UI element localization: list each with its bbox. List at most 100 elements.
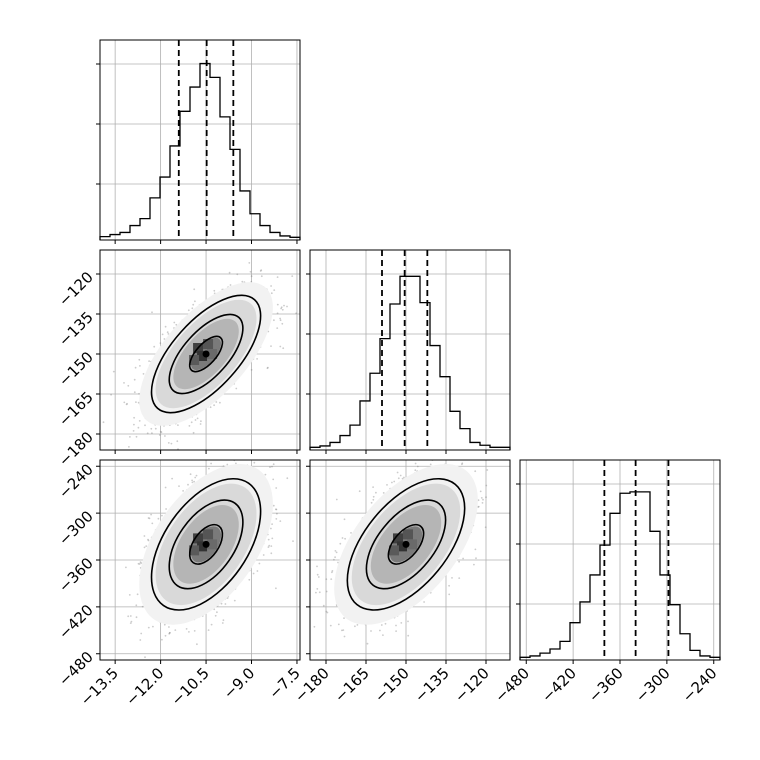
sample-point	[148, 360, 151, 362]
sample-point	[151, 311, 153, 314]
sample-point	[148, 517, 151, 520]
sample-point	[152, 625, 154, 628]
sample-point	[160, 431, 163, 434]
sample-point	[341, 537, 344, 539]
histogram-panel-1	[306, 249, 511, 454]
sample-point	[283, 304, 285, 307]
sample-point	[137, 401, 140, 404]
sample-point	[136, 593, 139, 596]
sample-point	[194, 300, 196, 303]
sample-point	[275, 587, 277, 590]
sample-point	[256, 358, 258, 360]
density-block	[203, 339, 214, 349]
sample-point	[199, 423, 202, 425]
sample-point	[110, 393, 112, 396]
sample-point	[138, 358, 141, 361]
scatter-content	[313, 431, 510, 645]
sample-point	[270, 552, 273, 555]
sample-point	[188, 631, 190, 633]
sample-point	[123, 382, 125, 384]
grid-lines	[310, 250, 510, 450]
sample-point	[168, 632, 171, 634]
sample-point	[164, 634, 167, 637]
sample-point	[276, 312, 279, 315]
sample-point	[154, 427, 157, 430]
sample-point	[330, 578, 333, 580]
sample-point	[440, 431, 442, 433]
sample-point	[331, 571, 333, 574]
sample-point	[215, 436, 217, 438]
sample-point	[140, 632, 143, 635]
sample-point	[128, 594, 131, 596]
sample-point	[224, 603, 227, 605]
panel-frame	[309, 249, 511, 451]
sample-point	[286, 305, 288, 308]
sample-point	[235, 462, 237, 465]
sample-point	[182, 490, 185, 492]
histogram-step-line	[99, 62, 301, 240]
sample-point	[161, 638, 163, 641]
sample-point	[276, 512, 278, 515]
sample-point	[280, 307, 282, 310]
sample-point	[192, 431, 195, 434]
sample-point	[210, 462, 213, 465]
sample-point	[141, 605, 144, 608]
contour-line-2	[188, 523, 224, 565]
sample-point	[267, 538, 270, 541]
sample-point	[227, 453, 229, 455]
grid-lines	[520, 460, 720, 660]
sample-point	[132, 430, 135, 432]
sample-point	[167, 442, 170, 444]
scatter-panel-0-2	[96, 436, 301, 664]
sample-point	[222, 619, 225, 622]
sample-point	[130, 620, 133, 623]
sample-point	[168, 632, 171, 635]
sample-point	[216, 611, 218, 614]
sample-point	[145, 545, 148, 547]
sample-point	[253, 461, 256, 464]
sample-point	[209, 406, 212, 409]
sample-point	[248, 262, 251, 264]
sample-point	[267, 366, 269, 369]
sample-point	[403, 476, 405, 479]
sample-point	[161, 333, 164, 336]
contour-line-0	[150, 477, 262, 611]
sample-point	[267, 546, 270, 548]
sample-point	[164, 486, 167, 489]
sample-point	[147, 539, 150, 542]
density-block	[207, 539, 218, 550]
sample-point	[125, 403, 128, 406]
sample-point	[194, 419, 197, 421]
sample-point	[144, 424, 146, 427]
sample-point	[281, 322, 284, 325]
sample-point	[271, 537, 274, 540]
sample-point	[174, 629, 177, 631]
sample-point	[208, 467, 210, 470]
sample-point	[270, 345, 272, 347]
sample-point	[248, 578, 251, 581]
sample-point	[158, 434, 161, 436]
sample-point	[143, 535, 146, 537]
contour-line-1	[168, 313, 244, 395]
sample-point	[316, 573, 319, 576]
sample-point	[460, 452, 462, 454]
sample-point	[135, 616, 138, 619]
sample-point	[125, 566, 127, 569]
sample-point	[196, 417, 199, 420]
density-block	[189, 545, 200, 556]
sample-point	[272, 504, 275, 507]
sample-point	[170, 442, 173, 445]
sample-point	[153, 345, 156, 348]
sample-point	[279, 317, 281, 320]
sample-point	[190, 421, 193, 424]
sample-point	[191, 479, 194, 482]
sample-point	[220, 602, 223, 605]
sample-point	[144, 656, 146, 659]
sample-point	[485, 496, 487, 499]
sample-point	[190, 454, 192, 456]
sample-point	[151, 432, 153, 434]
sample-point	[250, 275, 253, 278]
sample-point	[343, 635, 346, 638]
sample-point	[372, 486, 374, 488]
sample-point	[458, 577, 461, 579]
